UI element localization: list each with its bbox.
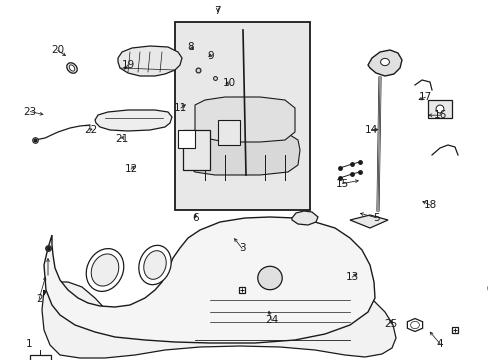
- Text: 16: 16: [432, 110, 446, 120]
- Text: 25: 25: [384, 319, 397, 329]
- Bar: [178, 130, 195, 148]
- Ellipse shape: [67, 63, 77, 73]
- Ellipse shape: [86, 249, 123, 291]
- Ellipse shape: [143, 251, 166, 279]
- Ellipse shape: [91, 254, 119, 286]
- Text: 23: 23: [23, 107, 37, 117]
- Text: 12: 12: [124, 164, 138, 174]
- Text: 17: 17: [418, 92, 431, 102]
- Ellipse shape: [257, 266, 282, 290]
- Text: 5: 5: [372, 213, 379, 223]
- Polygon shape: [291, 211, 317, 225]
- Polygon shape: [367, 50, 401, 76]
- Polygon shape: [95, 110, 172, 131]
- Ellipse shape: [69, 65, 75, 71]
- Polygon shape: [184, 133, 299, 175]
- Text: 1: 1: [26, 339, 33, 349]
- Text: 3: 3: [238, 243, 245, 253]
- Ellipse shape: [435, 105, 443, 113]
- Polygon shape: [349, 215, 387, 228]
- Text: 7: 7: [214, 6, 221, 16]
- Text: 14: 14: [364, 125, 378, 135]
- Polygon shape: [487, 268, 488, 312]
- Text: 19: 19: [121, 60, 135, 70]
- Polygon shape: [44, 217, 374, 343]
- Bar: [218, 120, 240, 145]
- Text: 13: 13: [345, 272, 358, 282]
- Text: 22: 22: [83, 125, 97, 135]
- Ellipse shape: [410, 321, 419, 329]
- Polygon shape: [195, 97, 294, 142]
- Text: 21: 21: [115, 134, 129, 144]
- Ellipse shape: [380, 58, 388, 66]
- Bar: [175, 22, 309, 210]
- Text: 11: 11: [174, 103, 187, 113]
- Bar: [427, 100, 451, 118]
- Text: 8: 8: [187, 42, 194, 52]
- Text: 15: 15: [335, 179, 348, 189]
- Ellipse shape: [139, 245, 171, 285]
- Text: 2: 2: [36, 294, 42, 304]
- Bar: [183, 130, 209, 170]
- Polygon shape: [118, 46, 182, 76]
- Text: 10: 10: [223, 78, 236, 88]
- Text: 9: 9: [206, 51, 213, 61]
- Text: 6: 6: [192, 213, 199, 223]
- Text: 4: 4: [436, 339, 443, 349]
- Polygon shape: [42, 282, 395, 358]
- Text: 20: 20: [51, 45, 64, 55]
- Text: 24: 24: [264, 315, 278, 325]
- Bar: [30, 355, 50, 360]
- Text: 18: 18: [423, 200, 436, 210]
